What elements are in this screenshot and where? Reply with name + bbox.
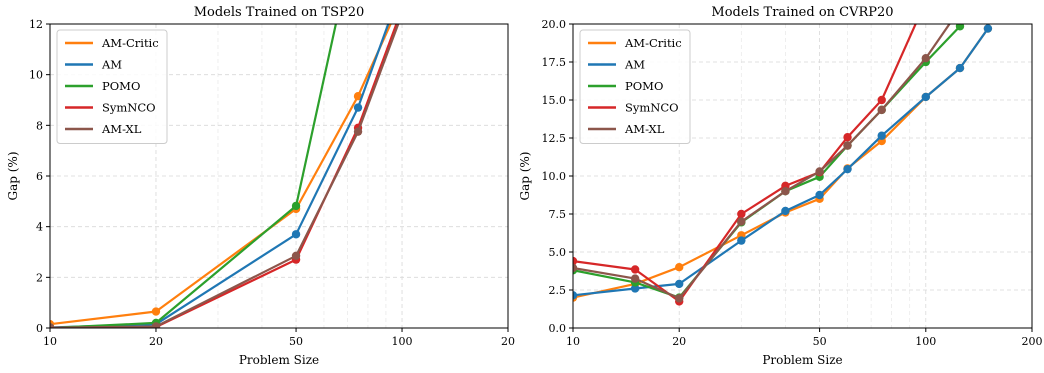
y-tick-label: 2 (36, 271, 43, 284)
series-am-xl (50, 10, 406, 328)
y-axis-title: Gap (%) (6, 151, 20, 200)
data-point (353, 103, 363, 112)
data-point (955, 63, 965, 73)
legend-label: AM-XL (624, 122, 665, 136)
y-tick-label: 17.5 (542, 56, 567, 69)
data-point (921, 92, 930, 102)
data-point (353, 92, 363, 101)
x-tick-label: 200 (1022, 335, 1043, 348)
chart-1: 10 20 50 100 20 0 2 4 6 8 10 12 Models Trained on TS… (6, 0, 515, 367)
data-point (291, 251, 301, 260)
y-tick-label: 10 (29, 69, 43, 82)
grid (50, 24, 508, 328)
data-point (877, 105, 886, 115)
legend-box (579, 29, 691, 144)
data-point (781, 206, 790, 216)
data-point (398, 10, 406, 18)
data-point (843, 141, 852, 150)
data-point (737, 236, 746, 245)
data-point (630, 274, 640, 283)
chart-title: Models Trained on CVRP20 (711, 5, 893, 20)
data-point (955, 24, 965, 31)
y-tick-label: 12 (29, 18, 43, 31)
data-point (291, 201, 301, 211)
data-point (815, 190, 824, 200)
data-point (50, 323, 55, 328)
grid (573, 24, 1032, 328)
data-point (675, 279, 684, 289)
x-tick-label: 20 (149, 335, 163, 348)
legend-box (56, 29, 168, 144)
data-point (877, 131, 886, 140)
y-tick-label: 0 (36, 322, 43, 335)
data-point (630, 265, 640, 274)
x-tick-label: 50 (289, 335, 303, 348)
data-point (781, 187, 790, 196)
data-point (737, 217, 746, 226)
legend-label: AM-Critic (624, 36, 682, 50)
y-tick-label: 5.0 (549, 246, 567, 259)
data-point (151, 307, 161, 316)
series-am-xl (573, 5, 964, 303)
data-point (815, 167, 824, 176)
data-point (956, 5, 964, 13)
y-tick-label: 6 (36, 170, 43, 183)
x-tick-label: 20 (672, 335, 686, 348)
series-line (573, 24, 951, 300)
legend: AM-Critic AM POMO SymNCO AM-XL (579, 29, 691, 144)
legend-label: AM (624, 58, 645, 72)
data-point (573, 291, 578, 300)
x-axis-title: Problem Size (239, 353, 319, 367)
data-point (922, 0, 930, 5)
y-tick-label: 0.0 (549, 322, 567, 335)
y-axis-title: Gap (%) (518, 151, 532, 200)
legend-label: SymNCO (625, 101, 679, 115)
y-tick-label: 7.5 (549, 208, 567, 221)
x-tick-label: 10 (43, 335, 57, 348)
legend-label: SymNCO (102, 101, 156, 115)
y-tick-label: 12.5 (542, 132, 567, 145)
y-tick-label: 15.0 (542, 94, 567, 107)
data-point (675, 263, 684, 272)
data-point (843, 133, 852, 142)
x-tick-label: 10 (566, 335, 580, 348)
y-tick-label: 8 (36, 119, 43, 132)
data-point (573, 256, 578, 266)
data-point (573, 263, 578, 273)
chart-title: Models Trained on TSP20 (194, 5, 365, 20)
data-point (398, 0, 406, 3)
chart-2: 10 20 50 100 200 0.0 2.5 5.0 7.5 10.0 12.5 15.0 17.5… (518, 0, 1043, 367)
y-tick-label: 2.5 (549, 284, 567, 297)
y-tick-label: 4 (36, 221, 43, 234)
legend-label: AM-XL (101, 122, 142, 136)
legend-label: POMO (625, 79, 663, 93)
legend-label: AM (101, 58, 122, 72)
data-point (983, 24, 993, 33)
series-am (573, 24, 993, 300)
y-tick-label: 10.0 (542, 170, 567, 183)
data-point (737, 209, 746, 219)
series-line (50, 24, 337, 328)
data-point (291, 230, 301, 239)
legend-label: POMO (102, 79, 140, 93)
data-point (843, 164, 852, 174)
data-point (675, 294, 684, 303)
y-tick-label: 20.0 (542, 18, 567, 31)
data-point (353, 127, 363, 136)
x-axis-title: Problem Size (762, 353, 842, 367)
legend-label: AM-Critic (101, 36, 159, 50)
data-point (921, 54, 930, 63)
legend: AM-Critic AM POMO SymNCO AM-XL (56, 29, 168, 144)
x-tick-label: 100 (915, 335, 936, 348)
data-point (398, 5, 406, 13)
data-point (630, 284, 640, 293)
x-tick-label: 50 (813, 335, 827, 348)
data-point (151, 322, 161, 328)
x-tick-label: 20 (501, 335, 515, 348)
x-tick-label: 100 (392, 335, 413, 348)
series-line (573, 25, 961, 299)
data-point (877, 95, 886, 105)
